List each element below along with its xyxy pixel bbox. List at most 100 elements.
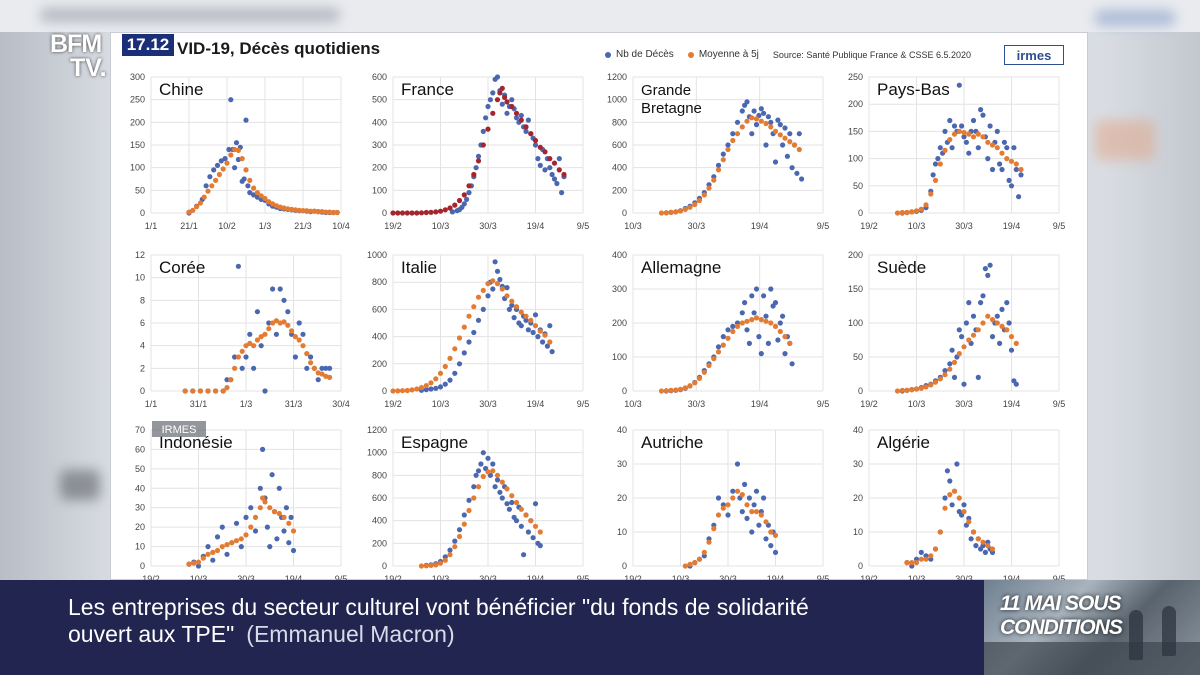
background-blur-shape (40, 8, 340, 22)
point-deaths (997, 340, 1003, 346)
point-average (499, 479, 505, 485)
point-deaths (789, 361, 795, 367)
point-deaths (768, 286, 774, 292)
point-average (894, 210, 901, 216)
point-average (509, 493, 515, 499)
point-average (286, 520, 292, 526)
y-tick-label: 0 (140, 561, 145, 571)
point-average (730, 495, 736, 501)
point-average (404, 387, 410, 394)
point-deaths (947, 361, 953, 367)
point-average (961, 129, 967, 136)
point-deaths (994, 313, 1000, 319)
panel-title: Chine (159, 80, 203, 99)
point-average (739, 320, 745, 326)
point-deaths (232, 354, 238, 360)
point-deaths (961, 134, 967, 140)
point-deaths (487, 97, 493, 103)
legend-dot-deaths (605, 51, 611, 58)
point-average (1008, 334, 1015, 340)
broadcast-clock: 17.12 (122, 34, 174, 56)
point-average (744, 118, 750, 124)
point-average (210, 549, 216, 556)
point-deaths (997, 161, 1003, 167)
point-average (928, 553, 934, 559)
chart-panel: 0 50 100 150 200 250 19/2 10/3 30/3 19/4 9/5 Pays-B… (848, 72, 1065, 231)
point-average (523, 512, 529, 518)
point-average (787, 139, 793, 145)
point-average (942, 505, 948, 511)
point-average (682, 206, 688, 212)
x-tick-label: 10/3 (908, 574, 926, 581)
point-average (682, 563, 688, 569)
point-deaths (742, 300, 748, 306)
point-average (497, 90, 503, 96)
x-tick-label: 9/5 (577, 221, 590, 231)
y-tick-label: 30 (853, 459, 863, 469)
point-average (956, 128, 962, 134)
point-average (537, 144, 543, 150)
point-average (452, 544, 458, 550)
point-deaths (918, 549, 924, 556)
y-tick-label: 200 (612, 185, 627, 195)
y-tick-label: 40 (617, 425, 627, 435)
point-average (542, 332, 548, 338)
x-tick-label: 19/2 (860, 574, 878, 581)
point-deaths (286, 540, 292, 546)
point-average (994, 145, 1000, 151)
point-average (711, 177, 717, 183)
point-deaths (989, 166, 996, 173)
y-tick-label: 40 (853, 425, 863, 435)
point-average (947, 492, 953, 498)
point-deaths (730, 323, 736, 329)
point-deaths (739, 310, 745, 316)
ticker-headline-line1: Les entreprises du secteur culturel vont… (68, 594, 809, 620)
point-average (235, 147, 241, 153)
y-tick-label: 600 (372, 493, 387, 503)
point-average (720, 157, 726, 163)
point-average (271, 509, 278, 515)
point-average (961, 509, 967, 515)
point-average (706, 539, 712, 545)
point-deaths (551, 176, 558, 182)
point-deaths (239, 365, 245, 371)
point-average (663, 388, 669, 394)
point-average (323, 209, 329, 215)
y-tick-label: 70 (135, 425, 145, 435)
point-average (768, 529, 774, 535)
point-average (777, 328, 783, 335)
point-average (437, 370, 444, 376)
point-average (791, 142, 798, 148)
point-deaths (1011, 145, 1017, 151)
point-deaths (530, 535, 536, 541)
y-tick-label: 4 (140, 341, 145, 351)
point-deaths (1004, 145, 1010, 151)
point-deaths (525, 117, 531, 123)
point-average (677, 208, 684, 214)
point-deaths (245, 183, 251, 189)
point-deaths (274, 536, 280, 542)
point-deaths (466, 339, 472, 345)
y-tick-label: 20 (853, 493, 863, 503)
point-average (254, 190, 260, 196)
point-average (437, 560, 444, 566)
point-average (248, 524, 254, 530)
point-average (777, 132, 783, 138)
point-average (658, 210, 665, 216)
point-average (197, 388, 203, 394)
point-deaths (323, 365, 329, 371)
y-tick-label: 200 (372, 163, 387, 173)
point-average (668, 387, 674, 393)
point-deaths (456, 527, 463, 533)
point-average (220, 166, 226, 172)
point-deaths (761, 293, 767, 299)
point-average (220, 388, 226, 394)
point-average (200, 555, 206, 561)
point-deaths (994, 128, 1000, 134)
y-tick-label: 6 (140, 318, 145, 328)
point-deaths (480, 128, 486, 134)
point-average (423, 383, 429, 389)
point-deaths (725, 142, 731, 148)
background-blur-shape (1095, 10, 1175, 26)
y-tick-label: 1000 (367, 448, 387, 458)
